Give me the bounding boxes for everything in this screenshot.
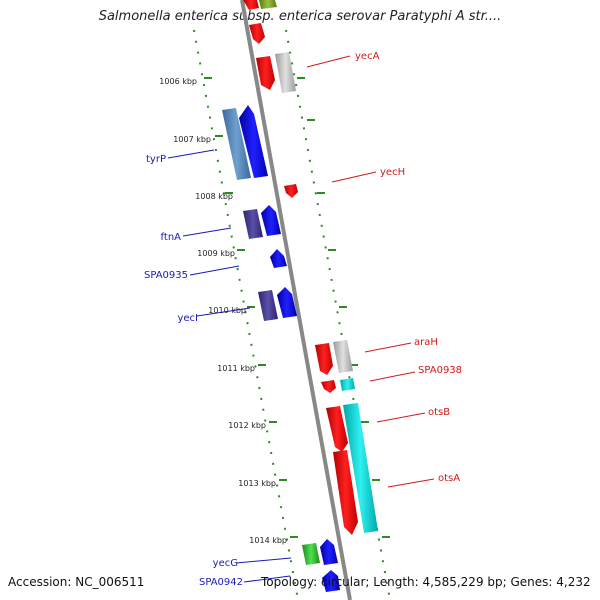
gene-yecH-arrow[interactable]: [284, 184, 298, 198]
gene-yecI-block[interactable]: [258, 290, 278, 321]
label-yecA[interactable]: yecA: [355, 51, 380, 62]
gene-top-olive-block[interactable]: [259, 0, 277, 9]
gene-araH-block[interactable]: [333, 340, 353, 373]
scale-tick-1009: 1009 kbp: [197, 249, 245, 258]
scale-tick-1007: 1007 kbp: [173, 135, 223, 144]
scale-tick-1006: 1006 kbp: [159, 77, 212, 86]
label-tyrP[interactable]: tyrP: [146, 154, 166, 165]
callout-lines-plus: [306, 55, 435, 488]
gene-SPA0935-arrow[interactable]: [270, 249, 287, 268]
scale-label-1007: 1007 kbp: [173, 135, 211, 144]
scale-label-1013: 1013 kbp: [238, 479, 276, 488]
label-otsA[interactable]: otsA: [438, 473, 460, 484]
gene-yecI-arrow[interactable]: [277, 287, 297, 318]
gene-top-red-small[interactable]: [249, 23, 265, 44]
scale-tick-1012: 1012 kbp: [228, 421, 277, 430]
scale-label-1009: 1009 kbp: [197, 249, 235, 258]
scale-label-1012: 1012 kbp: [228, 421, 266, 430]
gene-yecA-block[interactable]: [275, 52, 296, 93]
gene-top-red-arrow[interactable]: [243, 0, 259, 10]
gene-yecG-block[interactable]: [302, 543, 320, 565]
map-title: Salmonella enterica subsp. enterica sero…: [98, 9, 502, 24]
scale-tick-1008: 1008 kbp: [195, 192, 233, 201]
label-yecG[interactable]: yecG: [213, 558, 238, 569]
label-yecH[interactable]: yecH: [380, 167, 405, 178]
scale-label-1008: 1008 kbp: [195, 192, 233, 201]
scale-tick-1010: 1010 kbp: [208, 306, 255, 315]
scale-tick-1013: 1013 kbp: [238, 479, 287, 488]
gene-araH-arrow[interactable]: [315, 343, 333, 375]
gene-ftnA-arrow[interactable]: [261, 205, 281, 236]
gene-otsB-otsA-block[interactable]: [343, 403, 378, 533]
scale-label-1014: 1014 kbp: [249, 536, 287, 545]
label-araH[interactable]: araH: [414, 337, 438, 348]
label-SPA0942[interactable]: SPA0942: [199, 577, 243, 588]
gene-otsB-arrow[interactable]: [326, 406, 348, 452]
topology-text: Topology: circular; Length: 4,585,229 bp…: [261, 575, 591, 589]
label-SPA0938[interactable]: SPA0938: [418, 365, 462, 376]
label-yecI[interactable]: yecI: [177, 313, 198, 324]
accession-text: Accession: NC_006511: [8, 575, 145, 589]
gene-otsA-arrow[interactable]: [333, 450, 358, 535]
gene-tyrP-block[interactable]: [222, 108, 251, 180]
gene-ftnA-block[interactable]: [243, 209, 263, 239]
genome-backbone: [240, 0, 352, 600]
scale-label-1006: 1006 kbp: [159, 77, 197, 86]
label-ftnA[interactable]: ftnA: [161, 232, 182, 243]
scale-label-1010: 1010 kbp: [208, 306, 246, 315]
callout-lines-minus: [167, 149, 292, 583]
scale-tick-1014: 1014 kbp: [249, 536, 298, 545]
scale-tick-1011: 1011 kbp: [217, 364, 266, 373]
gene-yecA-arrow[interactable]: [256, 56, 275, 90]
gene-yecG-arrow[interactable]: [320, 539, 338, 565]
gene-tyrP-arrow[interactable]: [239, 105, 268, 178]
gene-SPA0942-arrow[interactable]: [322, 570, 340, 592]
gene-SPA0938-block[interactable]: [340, 378, 355, 391]
scale-label-1011: 1011 kbp: [217, 364, 255, 373]
gene-SPA0938-arrow[interactable]: [321, 380, 336, 393]
label-SPA0935[interactable]: SPA0935: [144, 270, 188, 281]
label-otsB[interactable]: otsB: [428, 407, 450, 418]
